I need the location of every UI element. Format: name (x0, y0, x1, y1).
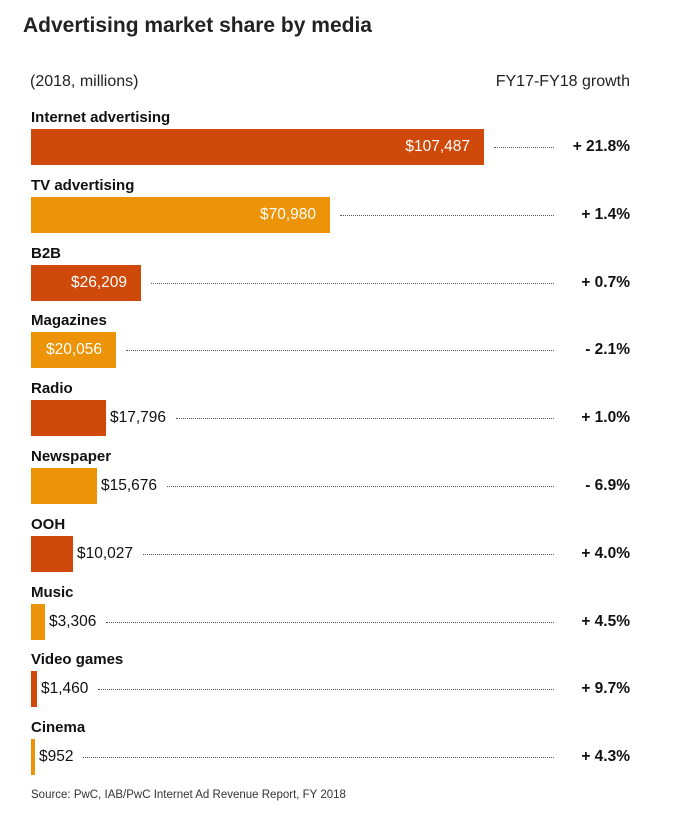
bar-b2b (31, 264, 141, 301)
growth-label-tv-advertising: + 1.4% (581, 205, 630, 223)
growth-label-ooh: + 4.0% (581, 544, 630, 562)
growth-label-newspaper: - 6.9% (585, 477, 630, 494)
category-label-ooh: OOH (31, 515, 66, 533)
bar-ooh (31, 535, 73, 572)
leader-line-magazines (126, 350, 554, 352)
bar-radio (31, 400, 106, 437)
growth-label-magazines: - 2.1% (585, 341, 630, 359)
growth-label-internet-advertising: + 21.8% (572, 138, 630, 155)
leader-line-b2b (151, 282, 554, 284)
value-label-cinema: $952 (39, 748, 74, 766)
value-label-b2b: $26,209 (70, 273, 127, 291)
bar-tv-advertising (31, 196, 330, 233)
leader-line-tv-advertising (340, 214, 554, 216)
growth-label-video-games: + 9.7% (581, 680, 630, 698)
leader-line-internet-advertising (494, 147, 554, 148)
bar-music (31, 603, 45, 640)
growth-label-radio: + 1.0% (581, 409, 630, 427)
leader-line-music (106, 621, 554, 623)
value-label-video-games: $1,460 (41, 680, 89, 698)
bar-cinema (31, 739, 35, 776)
bar-internet-advertising (31, 129, 484, 165)
category-label-newspaper: Newspaper (31, 448, 112, 465)
growth-header: FY17-FY18 growth (495, 73, 630, 90)
leader-line-radio (176, 418, 554, 420)
value-label-newspaper: $15,676 (101, 477, 158, 494)
leader-line-cinema (83, 757, 554, 759)
value-label-internet-advertising: $107,487 (405, 138, 470, 155)
growth-label-cinema: + 4.3% (581, 748, 630, 766)
chart-subtitle: (2018, millions) (30, 73, 139, 90)
bar-video-games (31, 671, 37, 708)
leader-line-ooh (143, 553, 554, 555)
source-note: Source: PwC, IAB/PwC Internet Ad Revenue… (31, 789, 346, 801)
bar-magazines (31, 332, 116, 369)
growth-label-music: + 4.5% (581, 612, 630, 630)
leader-line-newspaper (167, 486, 554, 487)
category-label-cinema: Cinema (31, 719, 86, 737)
category-label-music: Music (31, 583, 74, 601)
chart-title: Advertising market share by media (23, 14, 372, 37)
growth-label-b2b: + 0.7% (581, 273, 630, 291)
category-label-video-games: Video games (31, 651, 124, 669)
value-label-tv-advertising: $70,980 (259, 205, 316, 223)
category-label-magazines: Magazines (31, 312, 107, 330)
category-label-internet-advertising: Internet advertising (31, 109, 171, 126)
value-label-ooh: $10,027 (77, 544, 134, 562)
category-label-radio: Radio (31, 380, 73, 398)
category-label-tv-advertising: TV advertising (31, 176, 135, 194)
value-label-magazines: $20,056 (45, 341, 102, 359)
value-label-radio: $17,796 (110, 409, 167, 427)
value-label-music: $3,306 (49, 612, 97, 630)
bar-newspaper (31, 468, 97, 504)
leader-line-video-games (98, 689, 554, 691)
category-label-b2b: B2B (31, 244, 62, 262)
